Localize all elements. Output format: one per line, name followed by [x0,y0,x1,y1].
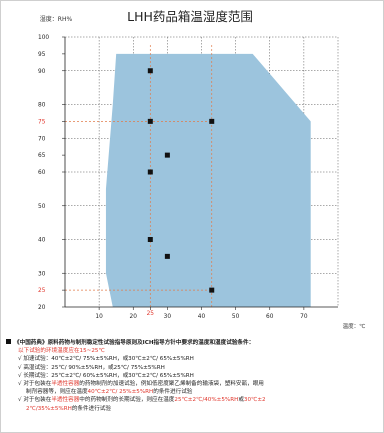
chart-title: LHH药品箱温湿度范围 [127,9,253,24]
x-tick-label: 70 [300,314,308,320]
notes-heading: 《中国药典》原料药物与制剂稳定性试验指导原则及ICH指导方针中要求的温度和湿度试… [6,339,380,347]
data-point [147,68,153,74]
x-tick-label: 50 [232,314,240,320]
notes-semipermeable-longterm: √ 对于包装在半透性容器中的药物制剂的长期试验，则应在温度25℃±2℃/40%±… [18,397,266,404]
data-point [164,253,170,259]
notes-semipermeable-accelerated: √ 对于包装在半透性容器的药物制剂的加速试验，例如低密度聚乙烯制备的输液袋，塑料… [18,381,264,388]
y-tick-label: 95 [38,52,46,58]
x-axis-label: 温度：℃ [343,322,366,330]
tick-labels: 20 25 30 40 50 60 65 70 75 80 90 95 100 10 20 25 30 40 50 6… [38,35,308,320]
y-tick-label: 30 [38,271,46,277]
y-tick-label: 70 [38,136,46,142]
notes-high-humidity: √ 高湿试验：25℃/ 90%±5%RH，或25℃/ 75%±5%RH [18,364,165,371]
data-point [209,118,215,124]
y-tick-label: 40 [38,238,46,244]
range-polygon [105,53,311,307]
range-region [105,53,311,307]
x-tick-label: 40 [198,314,206,320]
data-point [209,287,215,293]
x-tick-label: 60 [266,314,274,320]
x-tick-label: 20 [130,314,138,320]
data-point [147,237,153,242]
humidity-temperature-chart: 湿度：RH% LHH药品箱温湿度范围 温度：℃ 20 25 30 40 50 60 65 70… [38,9,366,330]
data-points [147,68,215,293]
data-point [164,152,170,158]
notes-accelerated: √ 加速试验：40℃±2℃/ 75%±5%RH，或30℃±2℃/ 65%±5%R… [18,356,194,363]
x-tick-label: 10 [95,314,103,320]
y-axis-label: 湿度：RH% [40,15,73,23]
notes-env-line: 以下试验的环境温度应在15~25℃ [18,348,105,355]
y-tick-label: 20 [38,305,46,311]
data-point [147,169,153,175]
x-tick-label: 30 [164,314,172,320]
y-tick-label: 75 [38,119,46,125]
x-tick-label: 25 [147,311,155,317]
notes-semipermeable-accelerated-cont: 制剂容器等，则应在温度40℃±2℃/ 25%±5%RH的条件进行试验 [26,389,193,396]
data-point [147,118,153,124]
y-tick-label: 25 [38,288,46,294]
notes-long-term: √ 长期试验：25℃±2℃/ 60%±5%RH，或30℃±2℃/ 65%±5%R… [18,372,194,379]
reference-lines [65,45,213,307]
y-tick-label: 100 [38,35,49,41]
y-tick-label: 80 [38,103,46,109]
y-tick-label: 50 [38,204,46,210]
bullet-square-icon [6,339,11,344]
y-tick-label: 60 [38,170,46,176]
y-tick-label: 90 [38,69,46,75]
y-tick-label: 65 [38,153,46,159]
notes-semipermeable-longterm-cont: 2℃/35%±5%RH的条件进行试验 [26,405,111,412]
test-conditions-notes: 《中国药典》原料药物与制剂稳定性试验指导原则及ICH指导方针中要求的温度和湿度试… [6,339,380,413]
